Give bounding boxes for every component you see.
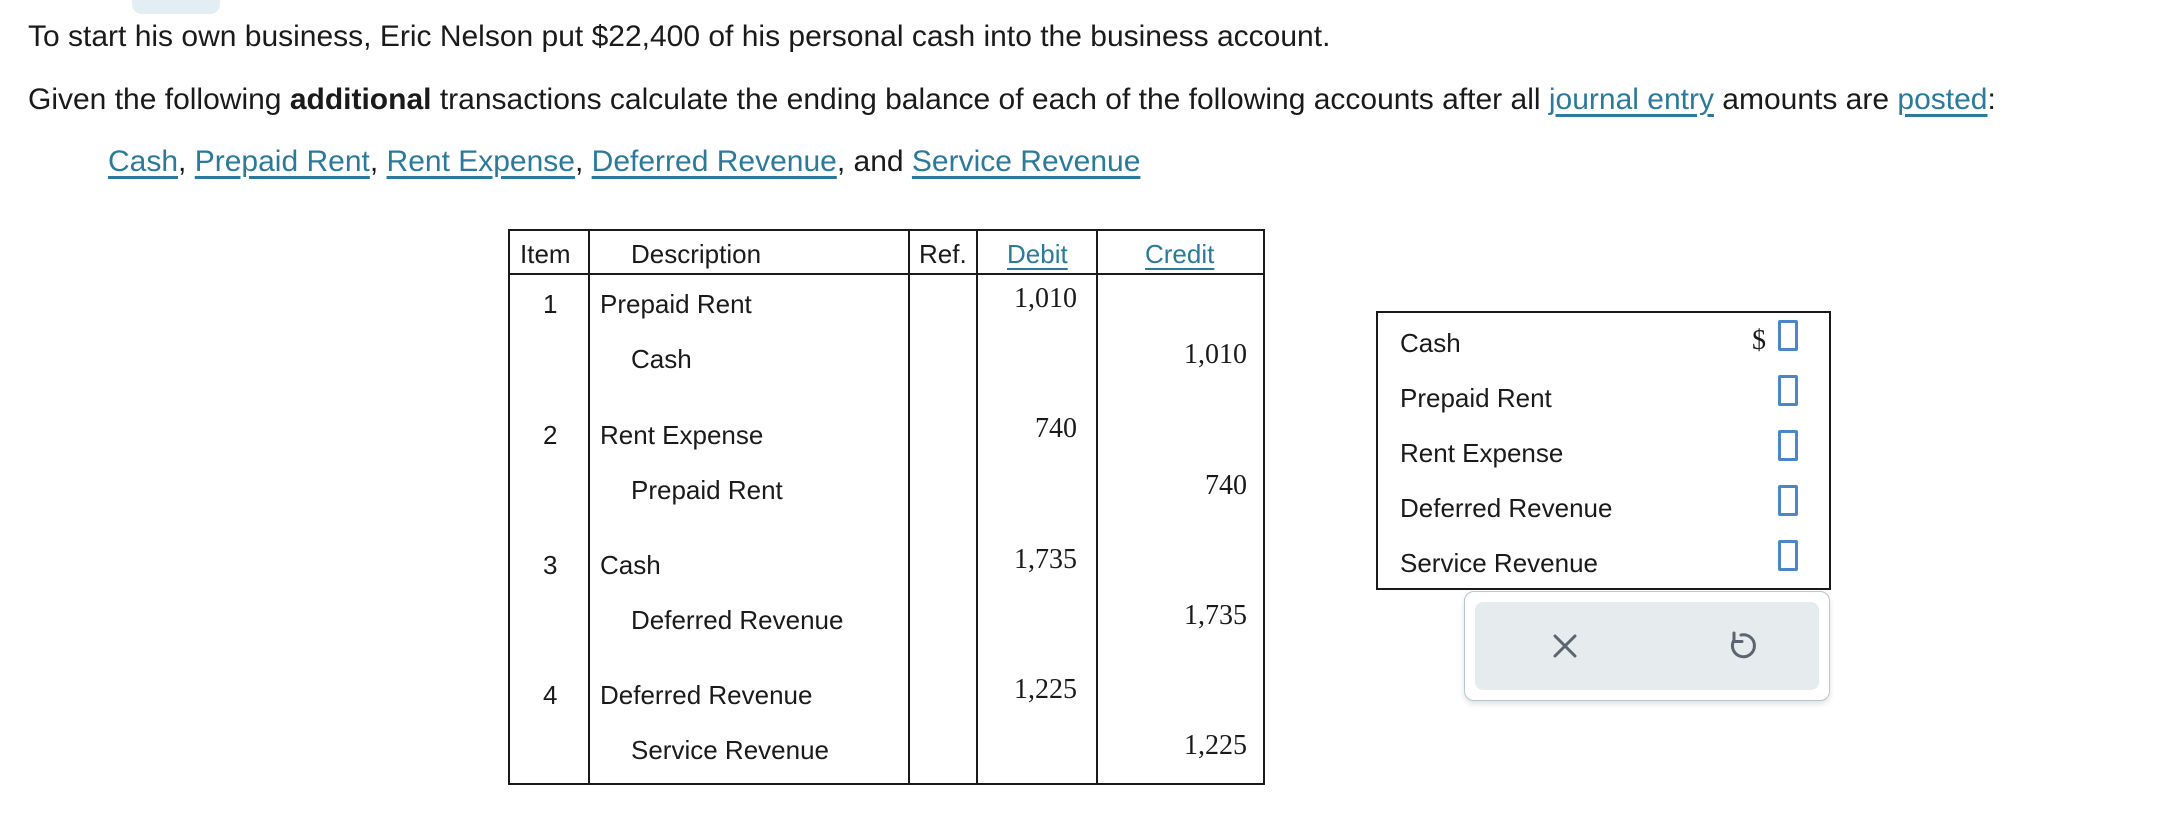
debit-account: Deferred Revenue — [600, 680, 813, 710]
item-number: 3 — [543, 550, 558, 580]
account-list: Cash, Prepaid Rent, Rent Expense, Deferr… — [108, 147, 1140, 177]
prepaid-rent-input[interactable] — [1778, 375, 1798, 406]
question-prompt: Given the following additional transacti… — [28, 85, 1996, 115]
column-divider — [588, 231, 590, 783]
debit-amount: 1,010 — [1014, 283, 1077, 314]
debit-amount: 1,225 — [1014, 674, 1077, 705]
deferred-revenue-link[interactable]: Deferred Revenue — [591, 145, 837, 178]
answer-label-rent-expense: Rent Expense — [1400, 438, 1564, 468]
separator: , — [178, 145, 187, 178]
credit-amount: 740 — [1205, 470, 1247, 501]
rent-expense-input[interactable] — [1778, 430, 1798, 461]
prompt-text-3: amounts are — [1713, 83, 1898, 116]
answer-panel: Cash Prepaid Rent Rent Expense Deferred … — [1376, 311, 1831, 590]
debit-account: Cash — [600, 550, 661, 580]
item-number: 2 — [543, 420, 558, 450]
credit-amount: 1,735 — [1184, 600, 1247, 631]
prompt-text-2: transactions calculate the ending balanc… — [431, 83, 1549, 116]
header-ref: Ref. — [919, 239, 967, 269]
input-toolbar — [1464, 591, 1830, 701]
credit-account: Deferred Revenue — [631, 605, 844, 635]
service-revenue-input[interactable] — [1778, 540, 1798, 571]
toolbar-background — [1475, 602, 1819, 690]
item-number: 4 — [543, 680, 558, 710]
credit-account: Prepaid Rent — [631, 475, 783, 505]
undo-icon — [1730, 631, 1756, 659]
header-item: Item — [520, 239, 571, 269]
rent-expense-link[interactable]: Rent Expense — [386, 145, 575, 178]
separator: , — [836, 145, 846, 178]
credit-account: Cash — [631, 344, 692, 374]
prompt-text-1: Given the following — [28, 83, 290, 116]
separator: , — [369, 145, 379, 178]
answer-label-cash: Cash — [1400, 328, 1461, 358]
debit-account: Prepaid Rent — [600, 289, 752, 319]
column-divider — [908, 231, 910, 783]
debit-amount: 1,735 — [1014, 544, 1077, 575]
prompt-bold: additional — [289, 83, 432, 116]
top-tab-indicator — [132, 0, 220, 14]
credit-amount: 1,225 — [1184, 730, 1247, 761]
credit-account: Service Revenue — [631, 735, 829, 765]
deferred-revenue-input[interactable] — [1778, 485, 1798, 516]
header-divider — [510, 273, 1263, 275]
header-description: Description — [631, 239, 762, 269]
answer-label-deferred-revenue: Deferred Revenue — [1400, 493, 1613, 523]
cash-input[interactable] — [1778, 320, 1798, 351]
separator: , — [574, 145, 584, 178]
and-text: and — [853, 145, 904, 178]
column-divider — [1096, 231, 1098, 783]
answer-label-service-revenue: Service Revenue — [1400, 548, 1598, 578]
intro-text: To start his own business, Eric Nelson p… — [28, 20, 1331, 53]
prompt-text-4: : — [1987, 83, 1996, 116]
debit-account: Rent Expense — [600, 420, 764, 450]
posted-link[interactable]: posted — [1897, 83, 1988, 116]
journal-entry-link[interactable]: journal entry — [1548, 83, 1714, 116]
journal-table: Item Description Ref. Debit Credit 1 Pre… — [508, 229, 1265, 785]
close-icon — [1553, 634, 1577, 658]
clear-button[interactable] — [1545, 626, 1585, 666]
reset-button[interactable] — [1721, 626, 1761, 666]
column-divider — [976, 231, 978, 783]
cash-link[interactable]: Cash — [108, 145, 179, 178]
credit-amount: 1,010 — [1184, 339, 1247, 370]
currency-symbol: $ — [1752, 325, 1766, 356]
header-credit-link[interactable]: Credit — [1145, 239, 1215, 269]
prepaid-rent-link[interactable]: Prepaid Rent — [194, 145, 370, 178]
header-debit-link[interactable]: Debit — [1007, 239, 1068, 269]
service-revenue-link[interactable]: Service Revenue — [911, 145, 1141, 178]
answer-label-prepaid-rent: Prepaid Rent — [1400, 383, 1552, 413]
item-number: 1 — [543, 289, 558, 319]
debit-amount: 740 — [1035, 413, 1077, 444]
